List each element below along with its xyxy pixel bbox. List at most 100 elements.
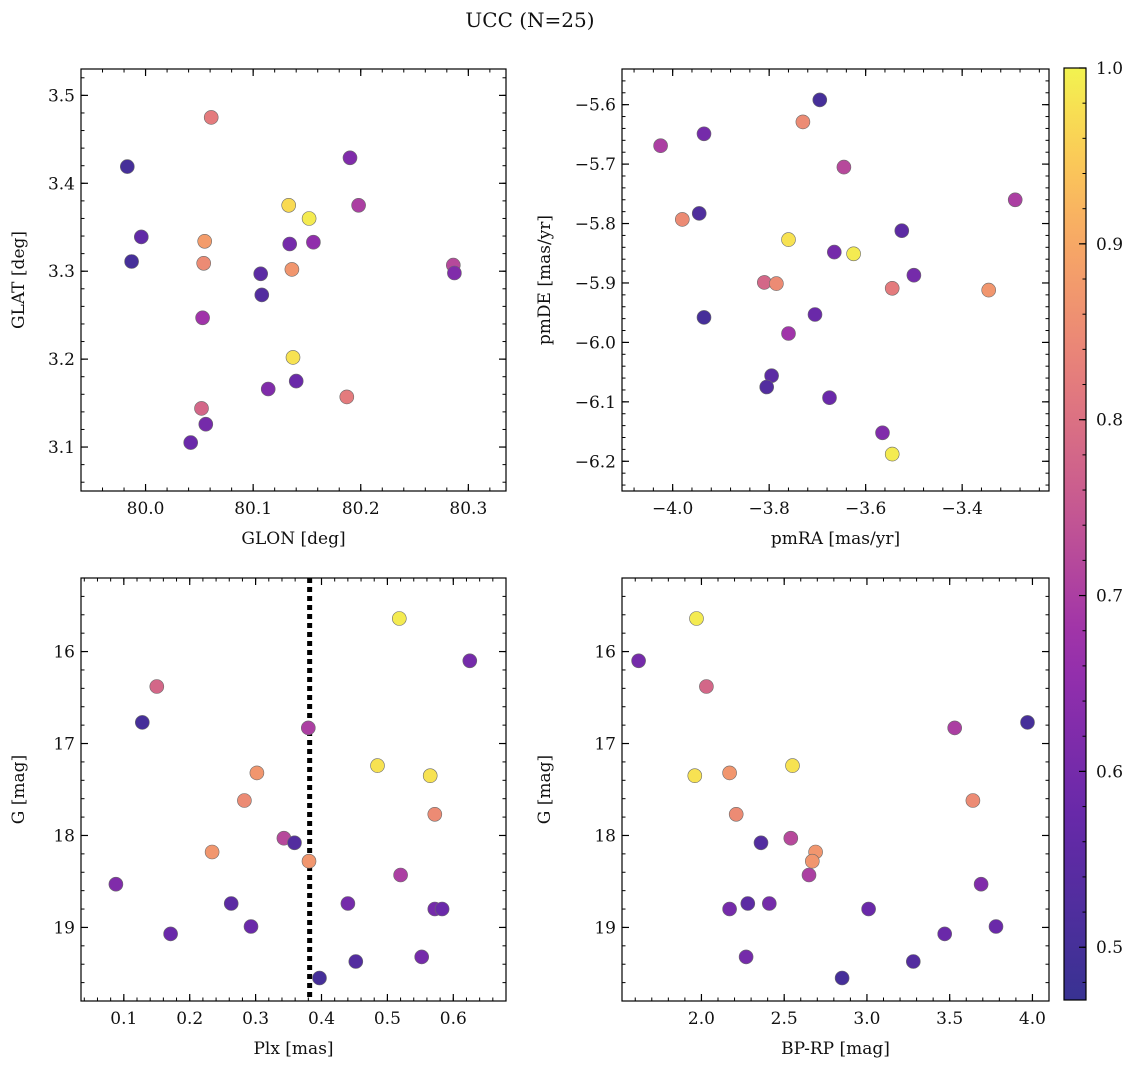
scatter-point — [753, 835, 769, 851]
scatter-point — [340, 896, 356, 911]
x-tick-label: 0.4 — [308, 1009, 335, 1029]
scatter-point — [689, 611, 704, 626]
y-axis-label: G [mag] — [9, 755, 29, 824]
scatter-point — [846, 246, 861, 262]
plot-area — [81, 578, 506, 1001]
scatter-point — [691, 206, 707, 221]
x-tick-label: 2.5 — [771, 1009, 798, 1029]
y-tick-label: −5.6 — [575, 96, 616, 116]
figure-title: UCC (N=25) — [465, 8, 594, 32]
scatter-point — [785, 758, 800, 773]
scatter-point — [124, 254, 139, 269]
colorbar-tick-label: 0.6 — [1096, 762, 1123, 782]
scatter-point — [312, 970, 327, 986]
y-tick-label: 16 — [53, 643, 75, 663]
y-tick-label: −6.0 — [575, 333, 616, 353]
colorbar-tick-label: 0.8 — [1096, 411, 1123, 431]
scatter-point — [884, 446, 900, 462]
scatter-point — [836, 159, 852, 175]
scatter-point — [391, 611, 407, 626]
plot-area — [622, 69, 1049, 491]
scatter-point — [965, 793, 981, 808]
scatter-point — [134, 229, 149, 245]
scatter-point — [875, 425, 890, 441]
scatter-point — [781, 232, 796, 247]
scatter-point — [237, 793, 252, 808]
y-tick-label: 16 — [594, 643, 616, 663]
scatter-point — [351, 198, 366, 213]
y-tick-label: −5.7 — [575, 155, 616, 175]
scatter-point — [149, 679, 165, 694]
x-tick-label: 2.0 — [688, 1009, 715, 1029]
plot-area — [622, 578, 1049, 1001]
y-tick-label: 17 — [594, 735, 616, 755]
scatter-point — [894, 223, 910, 238]
scatter-point — [284, 262, 300, 277]
scatter-point — [253, 266, 269, 282]
scatter-point — [988, 919, 1004, 934]
colorbar-tick-label: 0.5 — [1096, 938, 1123, 958]
x-tick-label: 3.0 — [853, 1009, 880, 1029]
x-tick-label: 80.1 — [234, 499, 272, 519]
scatter-point — [740, 896, 756, 911]
scatter-point — [414, 949, 430, 965]
scatter-point — [243, 919, 259, 934]
plot-frame — [621, 68, 1050, 492]
scatter-point — [348, 954, 364, 969]
scatter-point — [393, 867, 408, 883]
scatter-point — [249, 765, 265, 781]
panel-bprp-g: 2.0 2.5 3.0 3.5 4.0 16 17 18 19 BP-RP [mag] G [mag… — [535, 577, 1050, 1059]
panel-glon-glat: 80.0 80.1 80.2 80.3 3.1 3.2 3.3 3.4 3.5 GLON [deg… — [9, 68, 507, 549]
scatter-point — [1007, 192, 1023, 208]
scatter-point — [906, 267, 922, 283]
scatter-point — [653, 138, 668, 153]
scatter-point — [795, 114, 811, 130]
colorbar-frame — [1063, 67, 1087, 1001]
plot-frame — [621, 577, 1050, 1002]
scatter-point — [822, 390, 837, 406]
x-tick-label: 0.2 — [176, 1009, 203, 1029]
scatter-point — [135, 715, 150, 730]
scatter-point — [861, 901, 876, 917]
scatter-point — [884, 280, 900, 296]
y-tick-label: −5.8 — [575, 215, 616, 235]
x-axis-label: GLON [deg] — [241, 529, 345, 549]
y-tick-label: 19 — [594, 918, 616, 938]
scatter-point — [339, 389, 355, 405]
x-tick-label: 4.0 — [1019, 1009, 1046, 1029]
scatter-point — [198, 416, 214, 432]
x-tick-label: 80.2 — [342, 499, 380, 519]
scatter-point — [631, 653, 646, 669]
scatter-point — [738, 949, 754, 965]
scatter-point — [204, 844, 220, 860]
x-tick-label: 0.5 — [374, 1009, 401, 1029]
scatter-point — [826, 244, 842, 260]
plot-area — [81, 69, 506, 491]
plot-frame — [80, 68, 507, 492]
scatter-point — [306, 234, 321, 250]
scatter-point — [769, 276, 784, 291]
y-tick-label: 3.5 — [48, 86, 75, 106]
scatter-point — [285, 350, 301, 365]
scatter-point — [120, 159, 135, 174]
plot-frame — [80, 577, 507, 1002]
scatter-point — [973, 876, 989, 892]
scatter-point — [937, 926, 953, 942]
scatter-point — [905, 954, 921, 969]
scatter-point — [300, 720, 316, 736]
scatter-point — [699, 679, 714, 694]
scatter-point — [434, 901, 450, 917]
colorbar-tick-label: 0.9 — [1096, 235, 1123, 255]
scatter-point — [722, 901, 737, 917]
y-axis-label: pmDE [mas/yr] — [535, 215, 555, 345]
scatter-point — [301, 853, 317, 869]
scatter-point — [674, 212, 690, 227]
scatter-point — [804, 853, 820, 869]
scatter-point — [722, 765, 737, 781]
y-tick-label: −6.2 — [575, 452, 616, 472]
scatter-point — [370, 758, 385, 773]
scatter-point — [194, 401, 209, 416]
scatter-point — [807, 307, 823, 322]
subplots: 80.0 80.1 80.2 80.3 3.1 3.2 3.3 3.4 3.5 GLON [deg… — [9, 68, 1050, 1059]
y-tick-label: 3.4 — [48, 174, 75, 194]
